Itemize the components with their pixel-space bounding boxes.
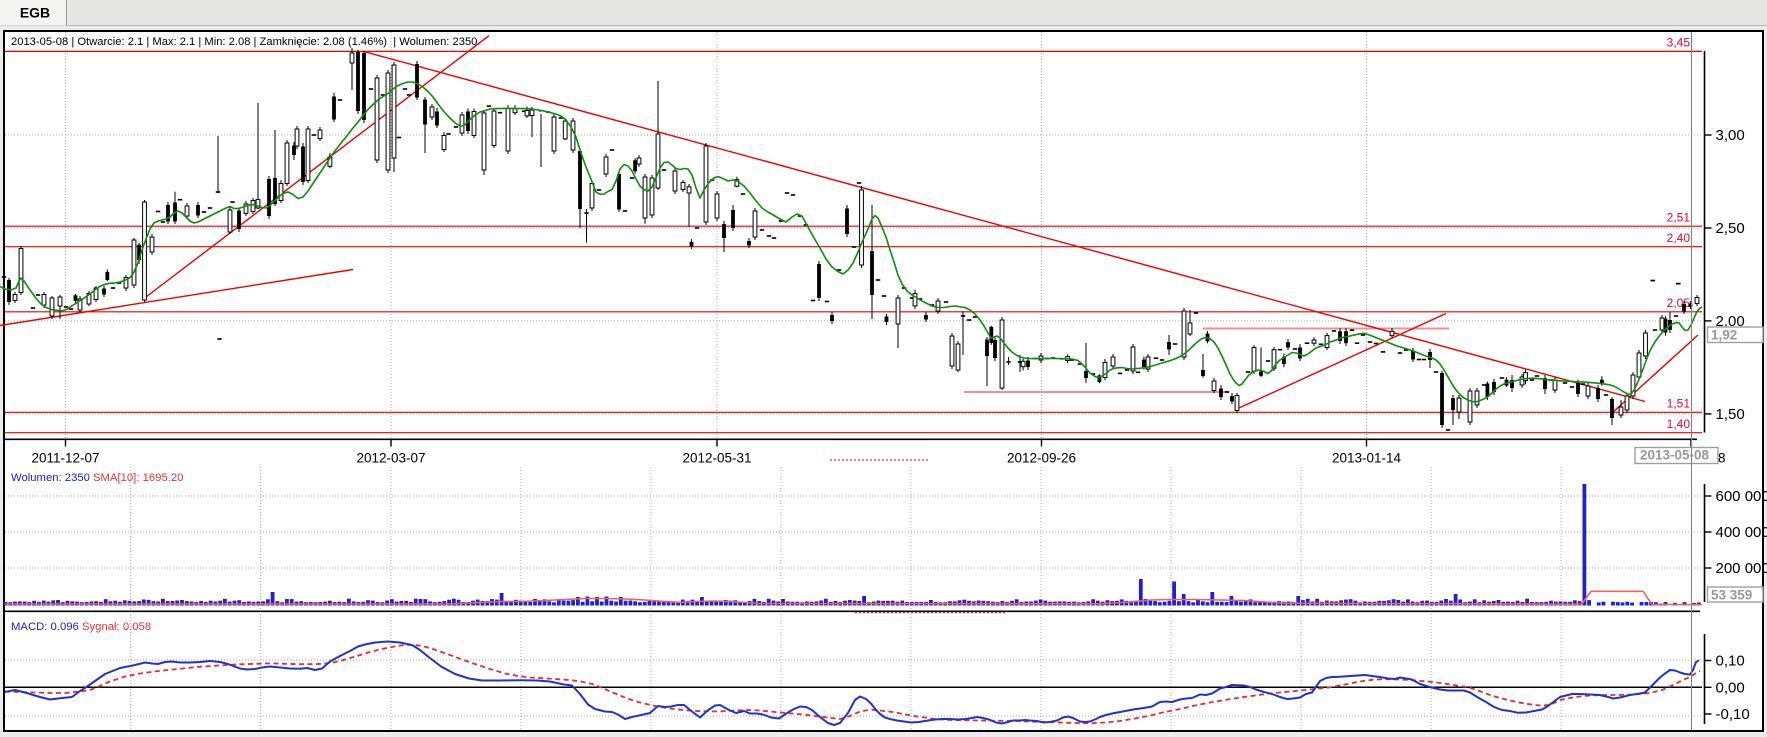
svg-text:SMA[10]: 1695.20: SMA[10]: 1695.20 (93, 472, 183, 484)
svg-text:2,40: 2,40 (1667, 231, 1691, 245)
svg-text:1,51: 1,51 (1667, 397, 1691, 411)
svg-text:2,50: 2,50 (1716, 220, 1745, 237)
svg-text:0,00: 0,00 (1716, 679, 1745, 696)
svg-text:Sygnał: 0.058: Sygnał: 0.058 (82, 621, 151, 633)
svg-text:1,40: 1,40 (1667, 417, 1691, 431)
svg-text:1,50: 1,50 (1716, 406, 1745, 423)
svg-text:3,00: 3,00 (1716, 127, 1745, 144)
svg-text:2,51: 2,51 (1667, 211, 1691, 225)
svg-text:Wolumen: 2350: Wolumen: 2350 (11, 472, 90, 484)
svg-text:1,92: 1,92 (1711, 328, 1737, 343)
svg-text:2,00: 2,00 (1716, 313, 1745, 330)
svg-text:2011-12-07: 2011-12-07 (31, 451, 99, 466)
svg-text:200 000: 200 000 (1716, 560, 1767, 577)
svg-text:3,45: 3,45 (1667, 36, 1691, 50)
svg-text:2013-05-08 | Otwarcie: 2.1 | M: 2013-05-08 | Otwarcie: 2.1 | Max: 2.1 | … (11, 36, 477, 48)
svg-text:2013-01-14: 2013-01-14 (1332, 451, 1402, 466)
svg-text:EGB: EGB (20, 5, 50, 21)
svg-text:53 359: 53 359 (1711, 588, 1752, 603)
svg-text:2,05: 2,05 (1667, 296, 1691, 310)
svg-text:MACD: 0.096: MACD: 0.096 (11, 621, 79, 633)
svg-text:2012-05-31: 2012-05-31 (682, 451, 751, 466)
svg-text:0,10: 0,10 (1716, 653, 1745, 670)
svg-text:2012-09-26: 2012-09-26 (1007, 451, 1076, 466)
svg-text:-0,10: -0,10 (1716, 706, 1750, 723)
svg-text:2012-03-07: 2012-03-07 (356, 451, 425, 466)
svg-text:400 000: 400 000 (1716, 524, 1767, 541)
svg-text:600 000: 600 000 (1716, 488, 1767, 505)
svg-text:2013-05-08: 2013-05-08 (1640, 448, 1710, 463)
